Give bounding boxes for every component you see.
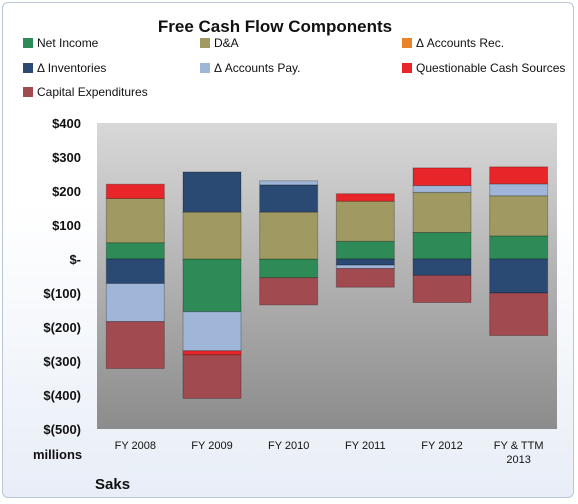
bar-segment-d-a: [489, 195, 549, 237]
bar-segment-accounts-pay: [489, 183, 549, 197]
bar-segment-net-income: [335, 240, 395, 260]
bar-segment-net-income: [489, 235, 549, 260]
bar-segment-net-income: [105, 242, 165, 260]
legend-swatch-accounts-rec: [402, 38, 412, 48]
legend-label-d-a: D&A: [214, 36, 239, 50]
bar-segment-inventories: [489, 258, 549, 294]
bar-segment-accounts-pay: [412, 185, 472, 193]
legend-swatch-capital-expenditures: [23, 87, 33, 97]
bar-segment-capital-expenditures: [489, 292, 549, 336]
company-label: Saks: [95, 476, 130, 493]
bar-segment-d-a: [412, 191, 472, 233]
bar-segment-d-a: [105, 197, 165, 244]
legend-label-questionable-cash-sources: Questionable Cash Sources: [416, 61, 565, 75]
x-tick-label: FY 2011: [345, 440, 386, 452]
bar-segment-capital-expenditures: [412, 274, 472, 304]
y-tick-label: $(100): [43, 286, 81, 301]
plot-area: [97, 123, 557, 429]
y-tick-label: $(400): [43, 388, 81, 403]
legend: Net Income D&A Δ Accounts Rec. Δ Inventorie…: [23, 36, 565, 99]
bar-segment-inventories: [335, 258, 395, 266]
bars: [105, 166, 549, 399]
bar-segment-inventories: [412, 258, 472, 276]
bar-group-fy-2011: [335, 193, 395, 288]
bar-segment-capital-expenditures: [335, 268, 395, 288]
legend-swatch-net-income: [23, 38, 33, 48]
bar-segment-d-a: [182, 211, 242, 260]
y-tick-label: $300: [52, 150, 81, 165]
bar-segment-net-income: [182, 258, 242, 313]
bar-segment-questionable-cash-sources: [489, 166, 549, 185]
legend-label-net-income: Net Income: [37, 36, 99, 50]
bar-segment-inventories: [259, 184, 319, 213]
bar-segment-d-a: [259, 211, 319, 260]
bar-segment-questionable-cash-sources: [335, 193, 395, 202]
bar-group-fy-2009: [182, 171, 242, 399]
y-tick-label: $100: [52, 218, 81, 233]
bar-segment-net-income: [412, 231, 472, 260]
x-tick-label: FY 2009: [191, 440, 232, 452]
y-tick-label: $(300): [43, 354, 81, 369]
bar-group-fy-2010: [259, 180, 319, 306]
legend-swatch-inventories: [23, 63, 33, 73]
legend-swatch-d-a: [200, 38, 210, 48]
bar-segment-d-a: [335, 200, 395, 242]
legend-label-capital-expenditures: Capital Expenditures: [37, 85, 148, 99]
bar-group-fy-2012: [412, 167, 472, 304]
y-tick-label: $400: [52, 116, 81, 131]
legend-label-accounts-rec: Δ Accounts Rec.: [416, 36, 504, 50]
legend-label-accounts-pay: Δ Accounts Pay.: [214, 61, 301, 75]
bar-group-fy-2008: [105, 183, 165, 369]
legend-swatch-accounts-pay: [200, 63, 210, 73]
x-tick-label: FY 2008: [115, 440, 156, 452]
bar-segment-inventories: [105, 258, 165, 284]
bar-segment-accounts-pay: [259, 180, 319, 186]
y-tick-label: $-: [69, 252, 81, 267]
bar-segment-capital-expenditures: [259, 277, 319, 306]
y-tick-label: $200: [52, 184, 81, 199]
bar-group-fy-ttm-2013: [489, 166, 549, 336]
x-axis: FY 2008 FY 2009 FY 2010 FY 2011 FY 2012 FY & …: [115, 440, 544, 466]
bar-segment-inventories: [182, 171, 242, 213]
bar-segment-capital-expenditures: [182, 354, 242, 399]
bar-segment-questionable-cash-sources: [182, 350, 242, 356]
units-label: millions: [33, 447, 82, 462]
x-tick-label: FY 2012: [421, 440, 462, 452]
free-cash-flow-chart: Free Cash Flow Components Net Income D&A Δ…: [23, 17, 565, 493]
bar-segment-questionable-cash-sources: [412, 167, 472, 187]
x-tick-label: FY & TTM 2013: [494, 440, 544, 466]
bar-segment-capital-expenditures: [105, 321, 165, 369]
y-axis: $400 $300 $200 $100 $- $(100) $(200) $(300) $(40…: [43, 116, 81, 437]
legend-label-inventories: Δ Inventories: [37, 61, 106, 75]
y-tick-label: $(200): [43, 320, 81, 335]
x-tick-label: FY 2010: [268, 440, 309, 452]
bar-segment-net-income: [259, 258, 319, 279]
chart-frame: Free Cash Flow Components Net Income D&A Δ…: [2, 2, 574, 498]
legend-swatch-questionable-cash-sources: [402, 63, 412, 73]
bar-segment-accounts-pay: [182, 311, 242, 352]
bar-segment-accounts-pay: [105, 282, 165, 323]
bar-segment-accounts-pay: [335, 264, 395, 270]
bar-segment-questionable-cash-sources: [105, 183, 165, 199]
y-tick-label: $(500): [43, 422, 81, 437]
chart-title: Free Cash Flow Components: [158, 17, 392, 36]
